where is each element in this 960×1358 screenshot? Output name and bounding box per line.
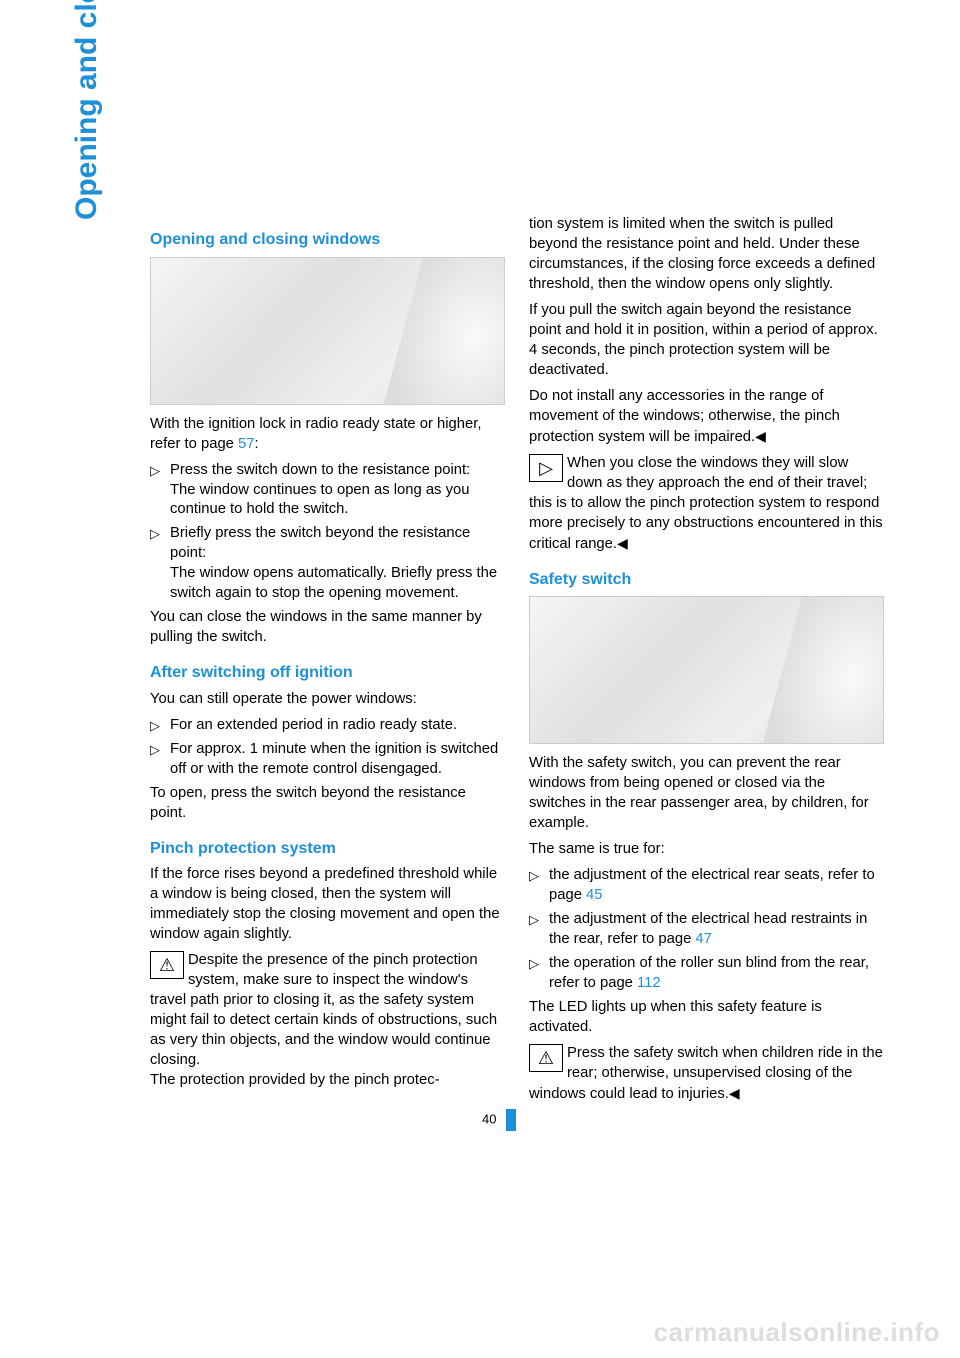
li3: For an extended period in radio ready st… [170, 716, 505, 736]
led-paragraph: The LED lights up when this safety featu… [529, 998, 884, 1038]
heading-pinch-protection: Pinch protection system [150, 838, 505, 860]
pinch-p2: Despite the presence of the pinch protec… [150, 952, 497, 1068]
watermark: carmanualsonline.info [654, 1317, 940, 1348]
page-link-47[interactable]: 47 [695, 931, 711, 947]
triangle-bullet-icon: ▷ [150, 716, 170, 736]
intro-text-b: : [254, 436, 258, 452]
intro-paragraph: With the ignition lock in radio ready st… [150, 415, 505, 455]
end-triangle-icon: ◀ [729, 1085, 740, 1101]
list-item: ▷ the adjustment of the electrical head … [529, 910, 884, 950]
two-column-layout: Opening and closing windows With the ign… [150, 215, 884, 1111]
safety-switch-figure [529, 596, 884, 744]
intro-text-a: With the ignition lock in radio ready st… [150, 416, 481, 452]
heading-safety-switch: Safety switch [529, 569, 884, 591]
right-column: tion system is limited when the switch i… [529, 215, 884, 1111]
window-switch-figure [150, 257, 505, 405]
cont-p3: Do not install any accessories in the ra… [529, 387, 884, 448]
cont-p1: tion system is limited when the switch i… [529, 215, 884, 295]
heading-after-ignition: After switching off ignition [150, 662, 505, 684]
page-number-text: 40 [482, 1111, 496, 1126]
warning-triangle-icon: ⚠ [150, 951, 184, 979]
end-triangle-icon: ◀ [617, 535, 628, 551]
safety-p2: The same is true for: [529, 840, 884, 860]
page-number-bar [506, 1109, 516, 1131]
end-triangle-icon: ◀ [755, 428, 766, 444]
list-item: ▷ the adjustment of the electrical rear … [529, 866, 884, 906]
list-item: ▷ the operation of the roller sun blind … [529, 954, 884, 994]
list-item: ▷ Briefly press the switch beyond the re… [150, 524, 505, 604]
li2-a: Briefly press the switch beyond the resi… [170, 525, 470, 561]
list-body: the operation of the roller sun blind fr… [549, 954, 884, 994]
page-content: Opening and closing windows With the ign… [90, 215, 884, 1111]
triangle-bullet-icon: ▷ [529, 910, 549, 950]
warn-text: Press the safety switch when children ri… [529, 1045, 883, 1102]
note-arrow-icon: ▷ [529, 454, 563, 482]
warning-paragraph-2: ⚠ Press the safety switch when children … [529, 1044, 884, 1105]
close-paragraph: You can close the windows in the same ma… [150, 608, 505, 648]
li1-b: The window continues to open as long as … [170, 482, 469, 518]
warning-triangle-icon: ⚠ [529, 1044, 563, 1072]
pinch-p1: If the force rises beyond a predefined t… [150, 865, 505, 945]
heading-opening-windows: Opening and closing windows [150, 229, 505, 251]
li4: For approx. 1 minute when the ignition i… [170, 740, 505, 780]
list-body: the adjustment of the electrical head re… [549, 910, 884, 950]
safety-p1: With the safety switch, you can prevent … [529, 754, 884, 834]
triangle-bullet-icon: ▷ [529, 954, 549, 994]
pinch-p3: The protection provided by the pinch pro… [150, 1072, 440, 1088]
list-item: ▷ Press the switch down to the resistanc… [150, 461, 505, 521]
triangle-bullet-icon: ▷ [150, 461, 170, 521]
li7-text: the operation of the roller sun blind fr… [549, 955, 869, 991]
note-text: When you close the windows they will slo… [529, 455, 883, 552]
triangle-bullet-icon: ▷ [150, 740, 170, 780]
li2-b: The window opens automatically. Briefly … [170, 565, 497, 601]
warning-paragraph: ⚠ Despite the presence of the pinch prot… [150, 951, 505, 1091]
triangle-bullet-icon: ▷ [529, 866, 549, 906]
page-link-112[interactable]: 112 [637, 975, 661, 991]
open-paragraph: To open, press the switch beyond the res… [150, 784, 505, 824]
cont-p3-text: Do not install any accessories in the ra… [529, 388, 840, 445]
cont-p2: If you pull the switch again beyond the … [529, 301, 884, 381]
side-tab: Opening and closing [70, 0, 104, 220]
left-column: Opening and closing windows With the ign… [150, 215, 505, 1111]
list-item: ▷ For approx. 1 minute when the ignition… [150, 740, 505, 780]
list-item: ▷ For an extended period in radio ready … [150, 716, 505, 736]
li1-a: Press the switch down to the resistance … [170, 462, 470, 478]
page-link-45[interactable]: 45 [586, 887, 602, 903]
note-paragraph: ▷ When you close the windows they will s… [529, 454, 884, 555]
list-body: Press the switch down to the resistance … [170, 461, 505, 521]
page-number: 40 [482, 1109, 516, 1131]
page-link-57[interactable]: 57 [238, 436, 254, 452]
after-paragraph: You can still operate the power windows: [150, 690, 505, 710]
list-body: Briefly press the switch beyond the resi… [170, 524, 505, 604]
triangle-bullet-icon: ▷ [150, 524, 170, 604]
list-body: the adjustment of the electrical rear se… [549, 866, 884, 906]
